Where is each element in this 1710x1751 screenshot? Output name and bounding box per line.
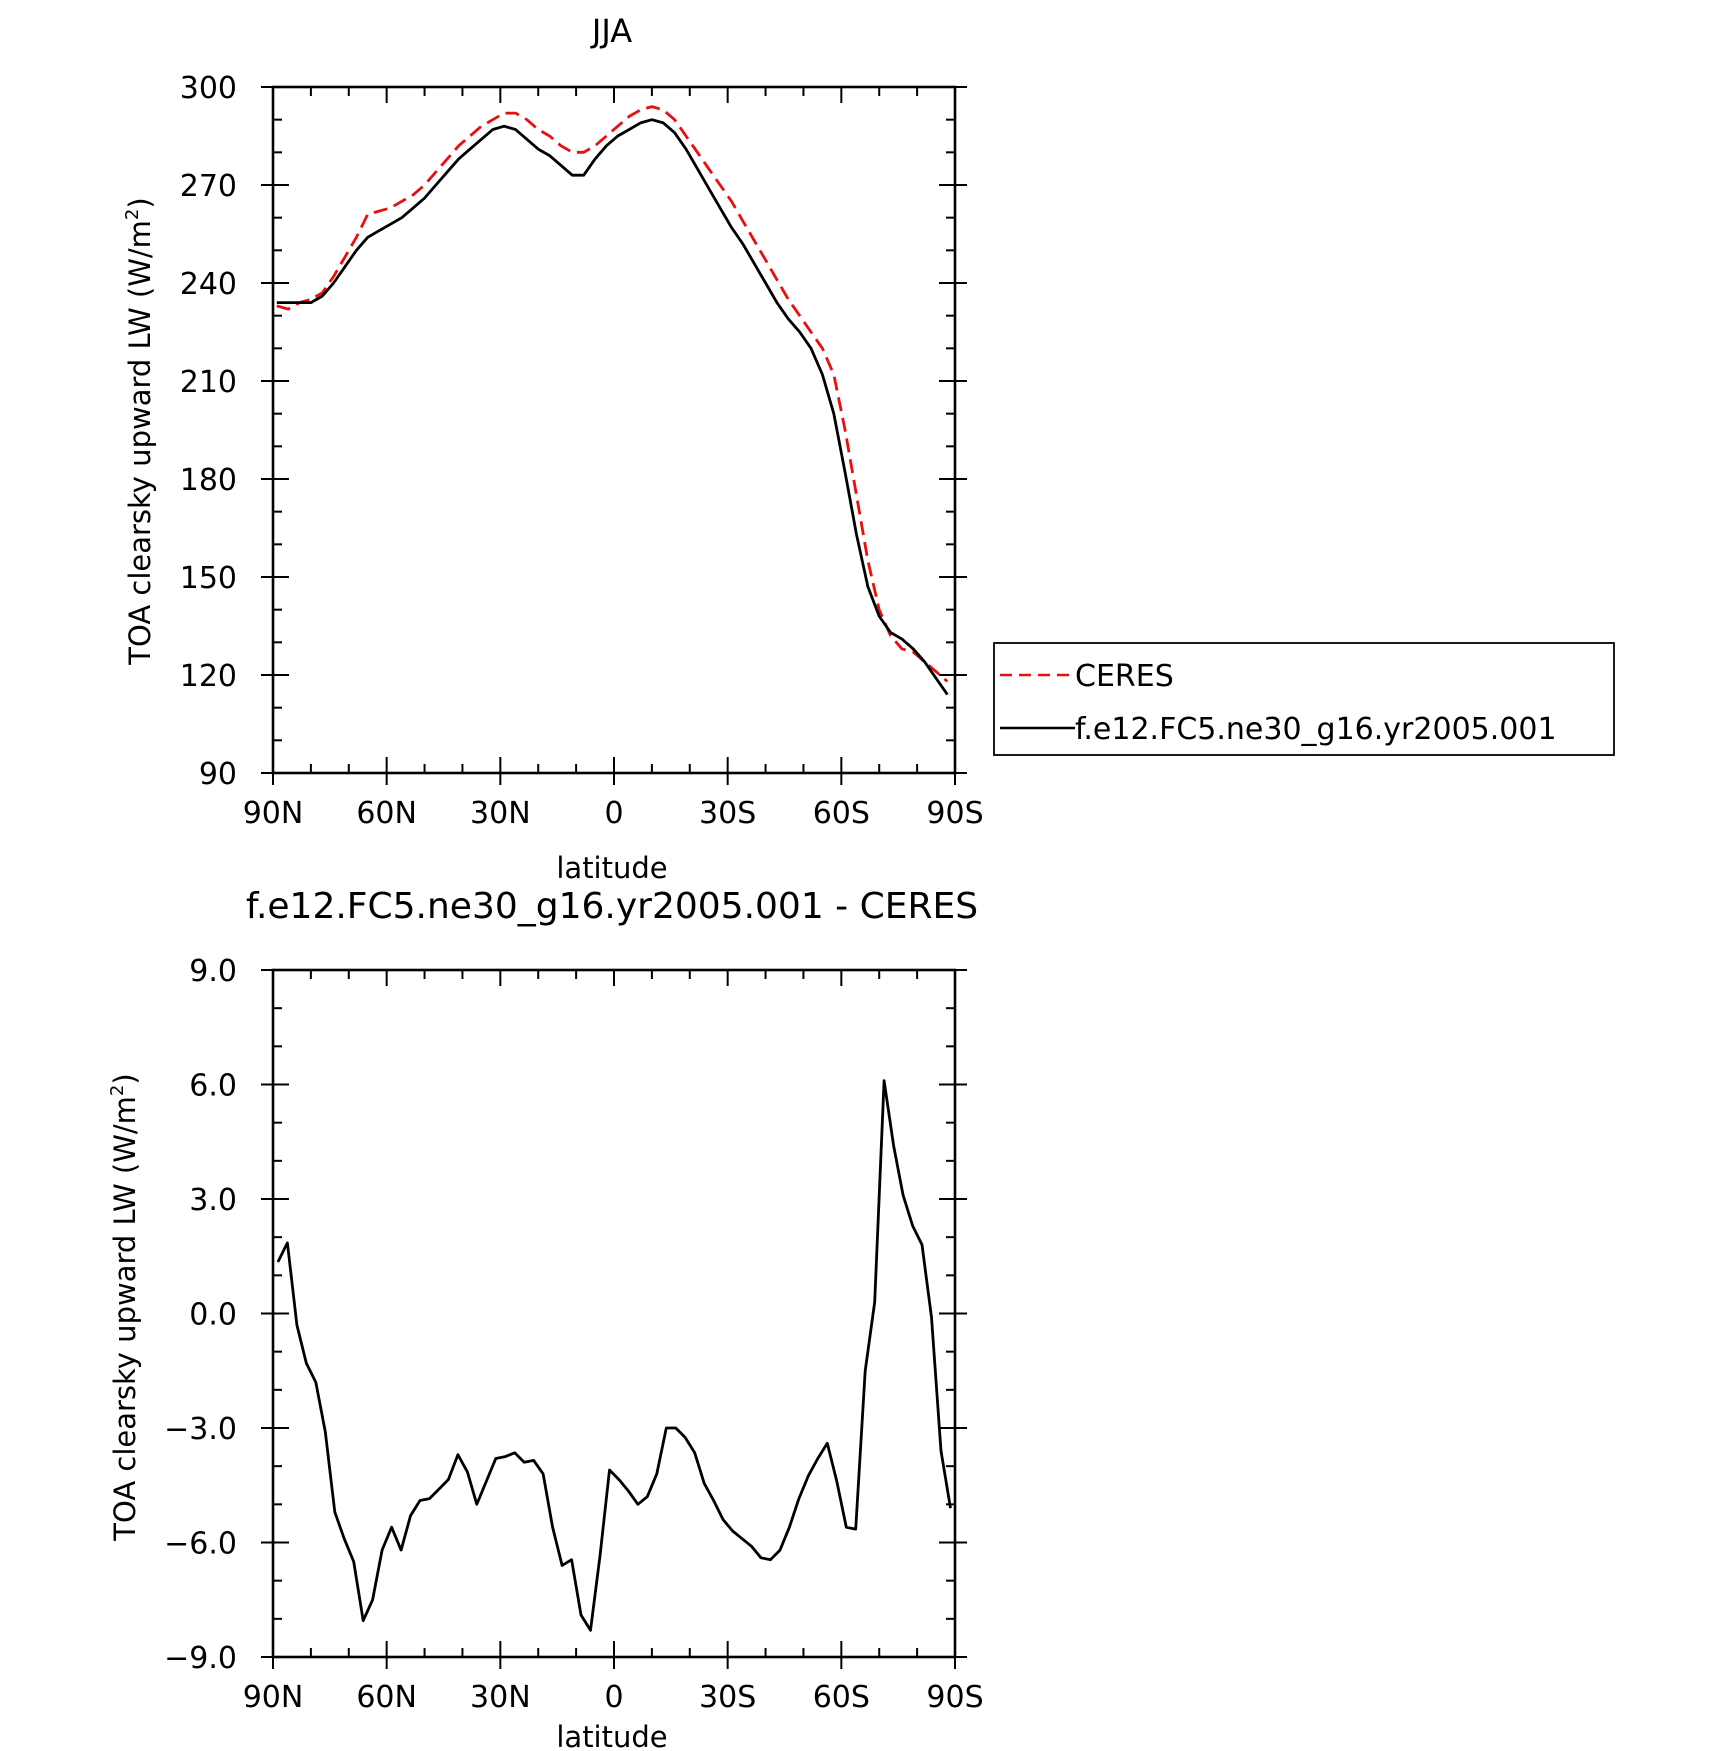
- x-tick-label: 90S: [926, 1680, 983, 1715]
- y-axis-label: TOA clearsky upward LW (W/m2): [122, 197, 157, 665]
- y-tick-label: 210: [180, 365, 237, 400]
- x-tick-label: 90N: [243, 1680, 304, 1715]
- x-tick-label: 90S: [926, 796, 983, 831]
- y-tick-label: −9.0: [164, 1641, 237, 1676]
- series-line-difference: [276, 1079, 952, 1632]
- y-tick-label: 300: [180, 71, 237, 106]
- y-tick-label: 180: [180, 463, 237, 498]
- legend-entry-model: f.e12.FC5.ne30_g16.yr2005.001: [1075, 712, 1557, 747]
- legend: CERES f.e12.FC5.ne30_g16.yr2005.001: [993, 642, 1615, 756]
- x-tick-label: 30S: [699, 1680, 756, 1715]
- y-tick-label: 120: [180, 659, 237, 694]
- series-line-ceres: [276, 105, 949, 683]
- x-tick-label: 30N: [470, 796, 531, 831]
- series-line-f-e12-fc5-ne30-g16-yr2005-001: [276, 118, 949, 696]
- x-axis-label: latitude: [556, 851, 667, 885]
- x-tick-label: 90N: [243, 796, 304, 831]
- y-tick-label: 0.0: [189, 1298, 237, 1333]
- x-tick-label: 60N: [356, 1680, 417, 1715]
- y-tick-label: −6.0: [164, 1527, 237, 1562]
- chart-title: JJA: [590, 12, 632, 50]
- x-tick-label: 0: [604, 796, 623, 831]
- y-tick-label: 150: [180, 561, 237, 596]
- legend-entry-ceres: CERES: [1075, 659, 1174, 694]
- x-tick-label: 30S: [699, 796, 756, 831]
- x-tick-label: 60N: [356, 796, 417, 831]
- chart-series-layer: [276, 105, 949, 696]
- y-tick-label: 240: [180, 267, 237, 302]
- y-tick-label: 9.0: [189, 954, 237, 989]
- x-tick-label: 30N: [470, 1680, 531, 1715]
- y-tick-label: 3.0: [189, 1183, 237, 1218]
- legend-box: [993, 642, 1615, 756]
- plot-frame: [271, 85, 957, 775]
- y-axis-label: TOA clearsky upward LW (W/m2): [107, 1073, 142, 1541]
- chart-jja: JJA 90N 60N 30N 0 30S 60S 90S 90 120 150 180 210 240…: [122, 12, 1615, 885]
- y-tick-label: −3.0: [164, 1412, 237, 1447]
- y-tick-label: 270: [180, 169, 237, 204]
- x-tick-label: 60S: [813, 1680, 870, 1715]
- y-tick-label: 6.0: [189, 1069, 237, 1104]
- x-tick-label: 0: [604, 1680, 623, 1715]
- x-tick-label: 60S: [813, 796, 870, 831]
- x-axis-label: latitude: [556, 1720, 667, 1751]
- chart-title: f.e12.FC5.ne30_g16.yr2005.001 - CERES: [246, 886, 978, 927]
- chart-difference: f.e12.FC5.ne30_g16.yr2005.001 - CERES 90…: [107, 886, 984, 1751]
- chart-gridless-frame: 90N 60N 30N 0 30S 60S 90S −9.0 −6.0 −3.0 0.0 3.0 6.0…: [164, 954, 983, 1715]
- y-tick-label: 90: [199, 757, 237, 792]
- chart-gridless-frame: 90N 60N 30N 0 30S 60S 90S 90 120 150 180 210 240 270 3…: [180, 71, 984, 831]
- plot-frame: [271, 968, 957, 1659]
- chart-series-layer: [276, 1079, 952, 1632]
